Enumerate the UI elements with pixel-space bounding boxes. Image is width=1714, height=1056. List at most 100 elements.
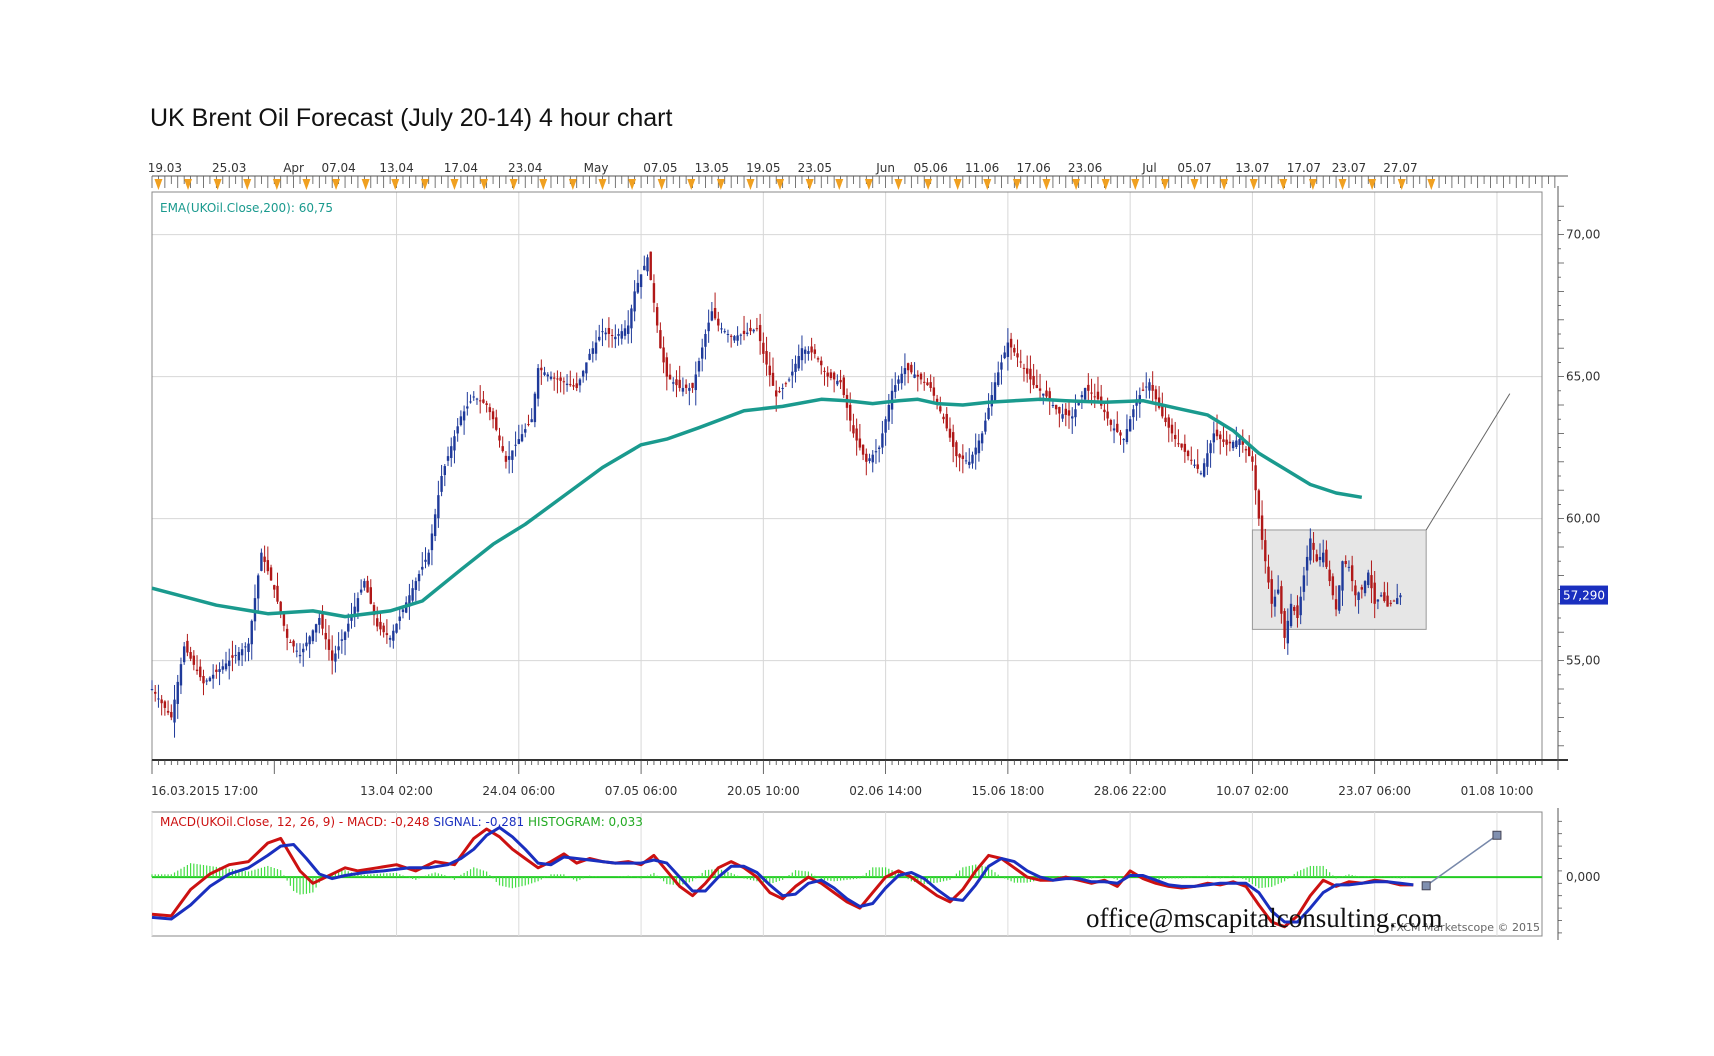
session-marker (1160, 179, 1169, 190)
candle-body (820, 360, 823, 366)
candle-body (160, 699, 163, 704)
candle-body (623, 328, 627, 336)
candle-body (1267, 566, 1270, 583)
candle-body (1013, 347, 1016, 353)
candle-body (376, 618, 379, 627)
candle-body (475, 398, 479, 400)
chart-title: UK Brent Oil Forecast (July 20-14) 4 hou… (150, 104, 673, 132)
candle-body (588, 353, 591, 360)
candle-body (617, 334, 620, 336)
trend-handle[interactable] (1421, 881, 1431, 891)
candle-body (842, 377, 845, 396)
candle-body (266, 560, 270, 572)
candle-body (1202, 463, 1206, 477)
candle-body (224, 663, 228, 670)
candle-body (733, 336, 736, 341)
session-marker (480, 179, 489, 190)
trend-handle[interactable] (1492, 830, 1502, 840)
candle-body (861, 444, 865, 455)
session-marker (1338, 179, 1347, 190)
candle-body (549, 376, 553, 379)
session-marker (213, 179, 222, 190)
candle-body (199, 666, 202, 678)
candle-body (453, 436, 456, 451)
candle-body (1180, 443, 1183, 448)
candle-body (1067, 410, 1071, 416)
candle-body (923, 381, 926, 383)
session-marker (539, 179, 548, 190)
candle-body (591, 348, 595, 354)
candle-body (1186, 450, 1190, 457)
candle-body (681, 387, 685, 392)
candle-body (803, 349, 807, 354)
candle-body (559, 377, 562, 381)
candle-body (308, 636, 311, 645)
candle-body (791, 371, 794, 376)
top-date-label: 23.04 (508, 161, 542, 175)
candle-body (514, 444, 517, 446)
price-tag-text: 57,290 (1563, 589, 1605, 603)
macd-trend-line (1425, 834, 1498, 887)
candle-body (1325, 549, 1328, 567)
macd-tick-label: 0,000 (1566, 870, 1600, 884)
candle-body (794, 363, 797, 372)
candle-body (614, 336, 617, 340)
candle-body (1064, 408, 1067, 415)
current-price-tag: 57,290 (1560, 585, 1608, 605)
candle-body (350, 615, 353, 621)
candle-body (877, 447, 881, 449)
candle-body (1286, 620, 1290, 644)
candle-body (1257, 490, 1261, 519)
candle-body (250, 620, 253, 645)
candle-body (1038, 388, 1042, 391)
macd-lines (151, 826, 1414, 929)
candle-body (620, 331, 623, 339)
candle-body (945, 413, 948, 429)
candle-body (1318, 556, 1322, 560)
candle-body (887, 405, 891, 422)
candle-body (488, 407, 492, 413)
candle-body (865, 453, 868, 462)
candle-body (1006, 342, 1010, 357)
candle-body (205, 680, 208, 682)
candle-body (369, 587, 372, 604)
candle-body (1071, 416, 1074, 419)
macd-title: MACD(UKOil.Close, 12, 26, 9) (160, 815, 335, 829)
candle-body (1119, 432, 1122, 436)
candle-body (1296, 605, 1299, 618)
top-date-strip: 19.03 25.03 Apr 07.04 13.04 17.04 23.04 May 07.0… (148, 161, 1568, 190)
candle-body (482, 399, 485, 403)
watermark: FXCM Marketscope © 2015 (1390, 921, 1540, 934)
candle-body (746, 332, 749, 334)
candle-body (781, 387, 784, 389)
candle-body (552, 377, 556, 379)
candle-body (684, 384, 688, 388)
candle-body (472, 396, 475, 398)
session-marker (894, 179, 903, 190)
top-date-label: 13.05 (695, 161, 729, 175)
price-tick-label: 65,00 (1566, 370, 1600, 384)
upper-plot-frame (151, 191, 1543, 761)
candle-body (163, 701, 167, 708)
session-marker (1368, 179, 1377, 190)
session-marker (953, 179, 962, 190)
candle-body (1283, 610, 1286, 638)
candle-body (244, 646, 247, 648)
macd-histogram (151, 863, 1411, 895)
candle-body (643, 265, 646, 271)
macd-value: MACD: -0,248 (347, 815, 430, 829)
candle-body (736, 335, 739, 341)
candle-body (572, 385, 575, 387)
price-tag-box (1560, 585, 1608, 605)
candle-body (215, 669, 218, 672)
candle-body (1244, 448, 1248, 451)
session-marker (1249, 179, 1258, 190)
session-marker (1397, 179, 1406, 190)
candle-body (556, 378, 559, 380)
candle-body (263, 556, 266, 562)
macd-annotations (1421, 830, 1502, 891)
candle-body (797, 356, 800, 369)
candle-body (984, 420, 987, 432)
candle-body (852, 425, 855, 434)
